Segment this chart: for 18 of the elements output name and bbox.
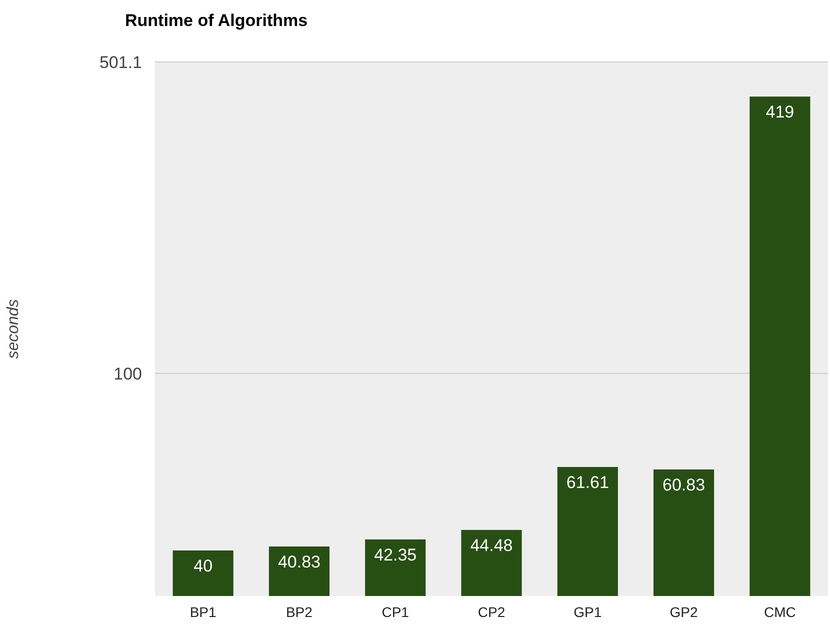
x-tick-label: CP1 — [382, 604, 410, 620]
data-label: 40 — [194, 556, 213, 576]
x-tick-label: BP2 — [286, 604, 313, 620]
data-label: 44.48 — [470, 536, 513, 555]
x-tick-label: CMC — [764, 604, 796, 620]
x-tick-label: GP2 — [670, 604, 698, 620]
x-tick-label: BP1 — [190, 604, 217, 620]
chart-title: Runtime of Algorithms — [125, 11, 308, 30]
data-label: 60.83 — [662, 475, 706, 494]
x-tick-label: CP2 — [478, 604, 506, 620]
data-label: 61.61 — [566, 472, 609, 492]
y-axis-title: seconds — [5, 299, 22, 359]
data-label: 42.35 — [374, 545, 417, 564]
y-tick-label: 501.1 — [99, 53, 142, 72]
data-label: 419 — [766, 102, 794, 122]
x-tick-label: GP1 — [574, 604, 602, 620]
y-tick-label: 100 — [114, 364, 142, 384]
data-label: 40.83 — [278, 552, 320, 572]
